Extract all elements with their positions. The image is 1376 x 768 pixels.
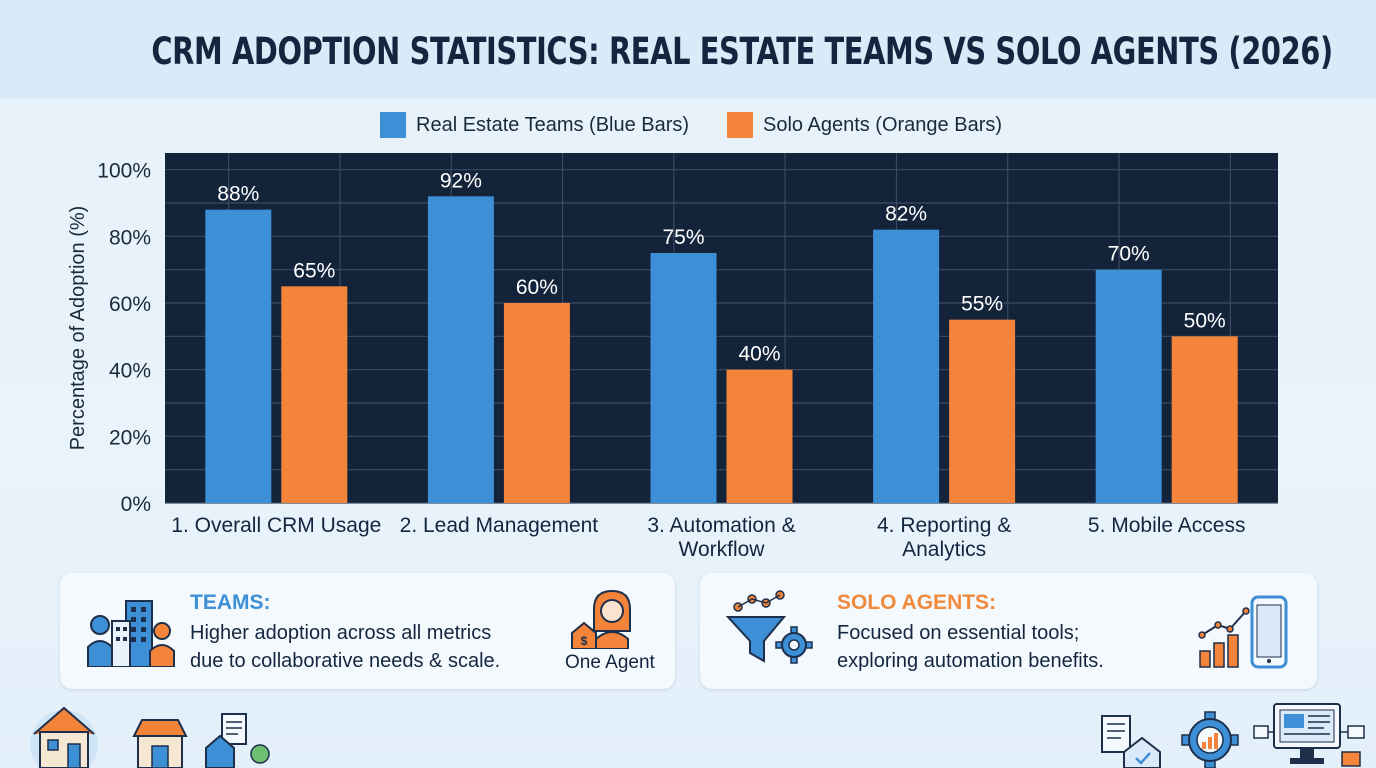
legend-item-teams: Real Estate Teams (Blue Bars) [380,112,689,138]
teams-card: TEAMS: Higher adoption across all metric… [60,573,675,689]
bar-solo [1171,336,1238,503]
data-label: 88% [217,183,259,206]
bar-teams [427,196,494,504]
data-label: 70% [1108,243,1150,266]
data-label: 55% [961,293,1003,316]
mobile-growth-icon [1198,595,1288,669]
teams-line-1: Higher adoption across all metrics [190,622,492,644]
data-label: 75% [662,226,704,249]
x-tick-label: Analytics [902,538,986,561]
solo-card: SOLO AGENTS: Focused on essential tools;… [700,573,1317,689]
teams-line-2: due to collaborative needs & scale. [190,650,501,672]
y-tick-label: 0% [121,493,151,516]
data-label: 82% [885,203,927,226]
house-icon [30,706,98,768]
bar-solo [503,303,570,503]
desktop-network-icon [1253,703,1365,767]
x-tick-label: 1. Overall CRM Usage [171,514,381,537]
x-tick-label: Workflow [679,538,766,561]
legend: Real Estate Teams (Blue Bars) Solo Agent… [0,112,1376,140]
funnel-gear-icon [725,590,813,664]
y-axis-label: Percentage of Adoption (%) [67,206,89,451]
data-label: 60% [516,276,558,299]
title-band [0,0,1376,98]
y-tick-label: 60% [109,293,151,316]
x-tick-label: 5. Mobile Access [1088,514,1246,537]
solo-line-1: Focused on essential tools; [837,622,1080,644]
legend-label-teams: Real Estate Teams (Blue Bars) [416,113,690,136]
checklist-house-icon [1101,715,1161,768]
x-tick-label: 2. Lead Management [400,514,599,537]
teams-caption: One Agent [565,652,655,673]
solo-title: SOLO AGENTS: [837,591,997,614]
bar-solo [726,369,793,503]
y-tick-label: 100% [97,160,151,183]
data-label: 40% [738,343,780,366]
data-label: 65% [293,259,335,282]
y-tick-label: 40% [109,360,151,383]
data-label: 92% [440,169,482,192]
chart-title: CRM ADOPTION STATISTICS: REAL ESTATE TEA… [151,30,1333,73]
bar-teams [873,229,940,503]
legend-swatch-teams [380,112,406,138]
bar-solo [281,286,348,503]
x-tick-label: 3. Automation & [647,514,795,537]
x-tick-label: 4. Reporting & [877,514,1011,537]
bar-teams [205,209,272,503]
data-label: 50% [1184,309,1226,332]
bar-teams [650,253,717,503]
bar-teams [1095,269,1162,503]
teams-title: TEAMS: [190,591,271,614]
team-building-icon [87,600,175,667]
legend-label-solo: Solo Agents (Orange Bars) [763,113,1003,136]
shop-icon [132,719,188,768]
solo-line-2: exploring automation benefits. [837,650,1104,672]
gear-chart-icon [1181,711,1239,768]
bar-chart: 0% 20% 40% 60% 80% 100% Percentage of Adoption… [67,153,1278,561]
y-tick-label: 80% [109,226,151,249]
legend-swatch-solo [727,112,753,138]
bar-solo [949,319,1016,503]
legend-item-solo: Solo Agents (Orange Bars) [727,112,1002,138]
document-house-icon [205,713,270,768]
y-tick-label: 20% [109,426,151,449]
plot-area [165,153,1278,503]
solo-agent-icon: $ [571,589,631,649]
svg-text:$: $ [581,634,588,648]
